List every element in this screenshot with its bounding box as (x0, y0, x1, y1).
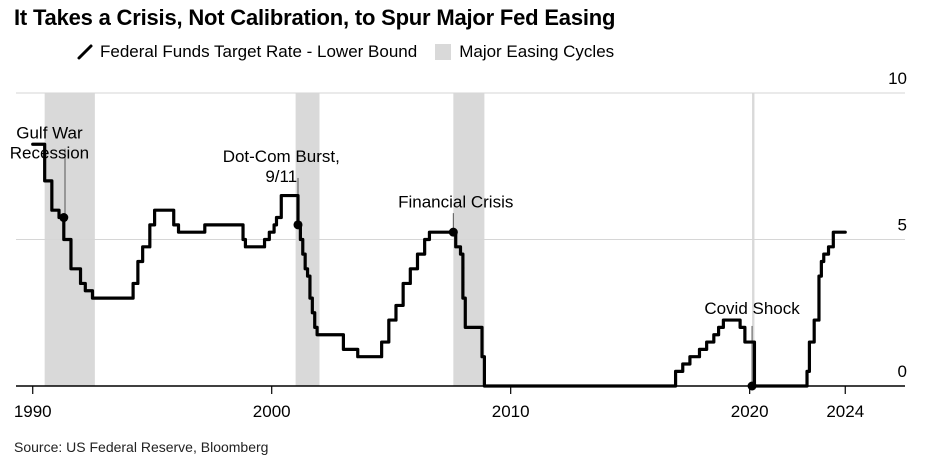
y-tick-label-5: 5 (898, 216, 907, 235)
annotation-label-line: Dot-Com Burst, (223, 147, 340, 166)
x-tick-label-2000: 2000 (253, 402, 291, 421)
chart-legend: Federal Funds Target Rate - Lower Bound … (76, 42, 632, 62)
annotation-label-line: Financial Crisis (398, 192, 513, 211)
line-swatch-icon (77, 44, 93, 60)
y-tick-label-0: 0 (898, 362, 907, 381)
x-tick-label-2024: 2024 (826, 402, 864, 421)
annotation-label-1: Gulf War Recession (10, 123, 89, 162)
annotation-label-3: Financial Crisis (398, 192, 513, 211)
source-note: Source: US Federal Reserve, Bloomberg (14, 439, 269, 455)
annotation-label-line: Gulf War (16, 123, 83, 142)
annotation-label-line: Recession (10, 143, 89, 162)
x-tick-label-2010: 2010 (492, 402, 530, 421)
legend-item-easing: Major Easing Cycles (435, 42, 614, 62)
annotation-marker-3 (448, 227, 458, 237)
y-tick-label-10: 10 (888, 69, 907, 88)
annotation-marker-4 (747, 381, 757, 391)
legend-easing-label: Major Easing Cycles (459, 42, 615, 61)
chart-title: It Takes a Crisis, Not Calibration, to S… (14, 5, 616, 30)
x-tick-label-2020: 2020 (731, 402, 769, 421)
annotation-marker-2 (293, 220, 303, 230)
x-tick-label-1990: 1990 (14, 402, 52, 421)
annotation-label-4: Covid Shock (704, 299, 800, 318)
legend-rate-label: Federal Funds Target Rate - Lower Bound (100, 42, 418, 61)
annotation-label-2: Dot-Com Burst, 9/11 (223, 147, 340, 186)
annotation-label-line: Covid Shock (704, 299, 800, 318)
legend-item-rate: Federal Funds Target Rate - Lower Bound (76, 42, 417, 62)
band-swatch-icon (435, 44, 452, 60)
annotation-marker-1 (59, 213, 69, 223)
annotation-label-line: 9/11 (265, 167, 297, 186)
rate-series-line (31, 142, 847, 388)
